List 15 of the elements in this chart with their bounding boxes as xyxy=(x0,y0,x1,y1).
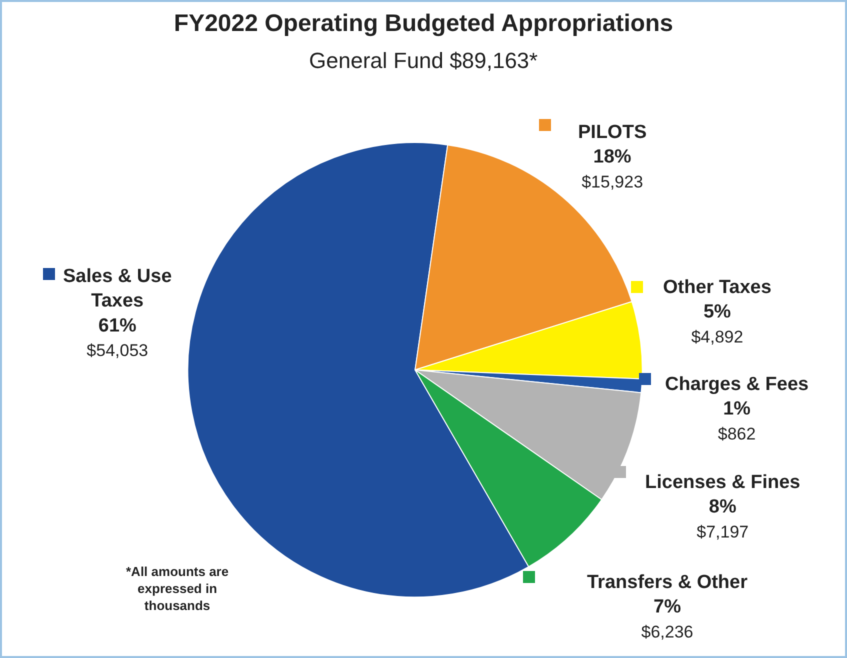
data-label: 18% $15,923 xyxy=(582,146,644,192)
data-label: 5% $4,892 xyxy=(691,302,744,346)
data-label: 7% $6,236 xyxy=(641,596,694,642)
legend-label: PILOTS xyxy=(578,122,647,143)
data-label: 8% $7,197 xyxy=(696,496,749,542)
legend-label: Charges & Fees xyxy=(665,374,809,395)
text: *All amounts are expressed in thousands xyxy=(126,564,229,613)
chart-title: FY2022 Operating Budgeted Appropriations xyxy=(174,10,674,37)
legend-label: Other Taxes xyxy=(663,277,772,298)
legend-label: Licenses & Fines xyxy=(645,472,800,493)
chart-subtitle: General Fund $89,163* xyxy=(309,48,538,73)
slice-label: Transfers & Other xyxy=(587,572,748,593)
legend-label: Sales & Use Taxes xyxy=(63,266,172,312)
data-label: 61% $54,053 xyxy=(86,315,148,360)
data-label: 1% $862 xyxy=(718,398,756,444)
